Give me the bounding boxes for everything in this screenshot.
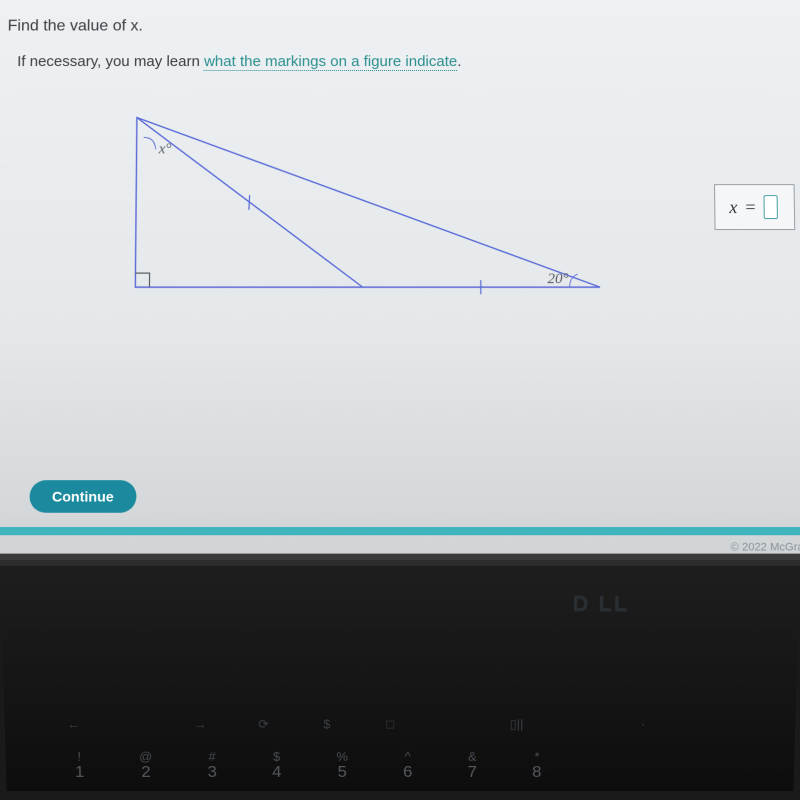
fn-key: · <box>633 717 653 732</box>
angle-20-label: 20° <box>547 271 568 287</box>
content-area: Find the value of x. If necessary, you m… <box>0 18 800 318</box>
triangle-figure: x° 20° <box>95 98 621 318</box>
angle-x-label: x° <box>158 141 172 157</box>
answer-box: x = <box>714 184 795 230</box>
outer-triangle <box>135 118 600 288</box>
fn-key: → <box>190 717 210 732</box>
answer-var: x <box>729 197 737 218</box>
fn-key <box>443 717 463 732</box>
fn-key: ▯|| <box>507 717 527 732</box>
angle-x-arc <box>144 137 156 149</box>
hint-link[interactable]: what the markings on a figure indicate <box>204 53 457 71</box>
q2-prefix: If necessary, you may learn <box>17 53 204 70</box>
num-key: !1 <box>74 750 84 781</box>
fn-key: ⟳ <box>254 717 274 732</box>
screen: Find the value of x. If necessary, you m… <box>0 0 800 562</box>
footer-bar <box>0 527 800 535</box>
copyright-text: © 2022 McGra <box>731 541 800 553</box>
equals-sign: = <box>745 197 755 218</box>
fn-key <box>127 717 147 732</box>
num-key: @2 <box>139 750 153 781</box>
q2-suffix: . <box>457 53 461 70</box>
fn-key <box>570 717 590 732</box>
continue-row: Continue <box>29 480 136 513</box>
triangle-svg: x° 20° <box>95 98 621 318</box>
number-key-row: !1 @2 #3 $4 %5 ^6 &7 *8 <box>74 750 755 781</box>
question-line-2: If necessary, you may learn what the mar… <box>17 53 787 70</box>
answer-input[interactable] <box>763 195 777 219</box>
fn-key: ← <box>64 717 84 732</box>
continue-button[interactable]: Continue <box>29 480 136 513</box>
num-key: &7 <box>468 750 477 781</box>
figure-row: x° 20° x = <box>4 98 791 318</box>
function-key-row: ← → ⟳ $ □ ▯|| · <box>64 717 756 732</box>
fn-key: $ <box>317 717 337 732</box>
num-key: #3 <box>207 750 217 781</box>
right-angle-icon <box>135 273 149 287</box>
num-key: $4 <box>272 750 282 781</box>
laptop-base: D LL ← → ⟳ $ □ ▯|| · !1 @2 #3 $4 %5 ^6 &… <box>0 560 800 791</box>
fn-key: □ <box>380 717 400 732</box>
question-line-1: Find the value of x. <box>8 18 787 36</box>
num-key: %5 <box>336 750 348 781</box>
dell-logo: D LL <box>572 591 629 616</box>
num-key: ^6 <box>403 750 412 781</box>
num-key: *8 <box>532 750 542 781</box>
